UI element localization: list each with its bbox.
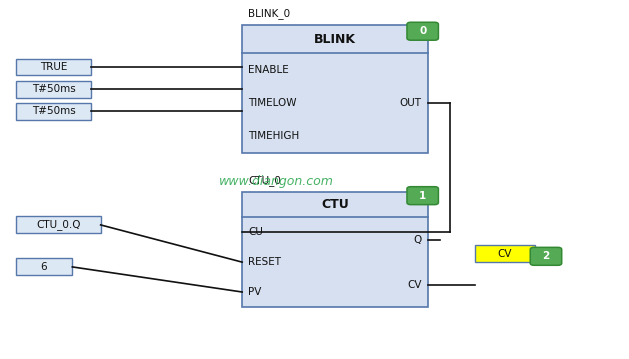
Text: BLINK: BLINK	[314, 33, 356, 46]
Text: Q: Q	[413, 235, 421, 245]
Text: ENABLE: ENABLE	[248, 65, 289, 75]
Bar	[242, 192, 428, 307]
Text: OUT: OUT	[399, 98, 421, 108]
Text: CTU_0: CTU_0	[248, 175, 281, 186]
Bar	[475, 245, 535, 262]
Bar	[16, 81, 91, 98]
Bar	[242, 25, 428, 153]
Bar	[16, 258, 72, 275]
FancyBboxPatch shape	[407, 187, 438, 205]
Text: BLINK_0: BLINK_0	[248, 8, 291, 19]
Text: T#50ms: T#50ms	[31, 84, 75, 94]
Text: CTU: CTU	[321, 198, 349, 211]
FancyBboxPatch shape	[530, 247, 562, 265]
Text: TIMEHIGH: TIMEHIGH	[248, 131, 299, 141]
Bar	[16, 59, 91, 75]
Text: TIMELOW: TIMELOW	[248, 98, 297, 108]
Text: RESET: RESET	[248, 257, 281, 267]
Text: CU: CU	[248, 227, 264, 237]
Text: 1: 1	[419, 191, 426, 201]
Text: 2: 2	[542, 251, 550, 261]
Text: PV: PV	[248, 287, 262, 297]
Text: TRUE: TRUE	[40, 62, 67, 72]
Text: CV: CV	[498, 249, 512, 258]
FancyBboxPatch shape	[407, 22, 438, 40]
Text: T#50ms: T#50ms	[31, 107, 75, 116]
Text: www.diangon.com: www.diangon.com	[220, 175, 334, 188]
Text: CV: CV	[407, 280, 421, 290]
Bar	[16, 216, 101, 233]
Text: CTU_0.Q: CTU_0.Q	[36, 219, 81, 230]
Text: 6: 6	[41, 262, 47, 272]
Bar	[16, 103, 91, 120]
Text: 0: 0	[419, 26, 426, 36]
